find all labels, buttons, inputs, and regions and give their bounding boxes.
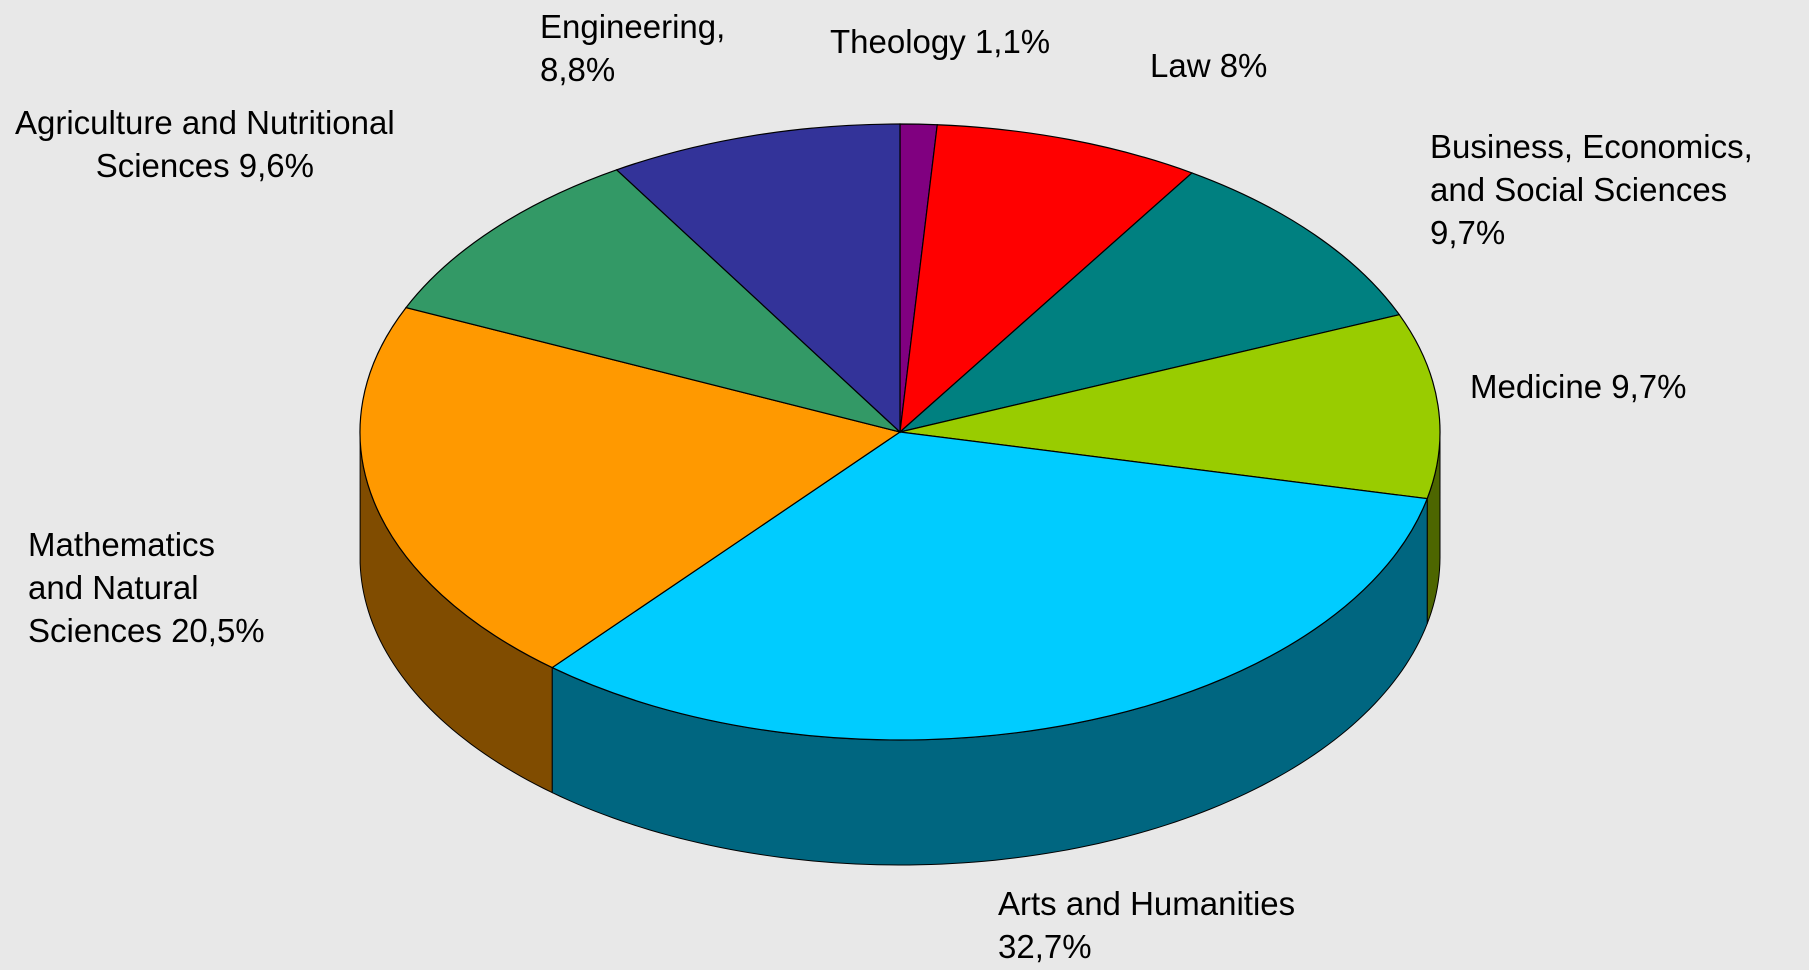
pie-slice-business-economics-and-social-sciences [899, 172, 1401, 433]
slice-label-line: Sciences 9,6% [95, 147, 314, 184]
pie-slice-engineering [615, 123, 901, 434]
slice-label-mathematics-and-natural-sciences: Mathematics and Natural Sciences 20,5% [28, 523, 265, 652]
slice-label-law: Law 8% [1150, 44, 1267, 87]
pie-slice-mathematics-and-natural-sciences [359, 306, 902, 669]
slice-label-line: 32,7% [998, 928, 1092, 965]
pie-slice-medicine [899, 314, 1441, 500]
slice-label-line: Mathematics [28, 526, 216, 563]
slice-label-line: and Social Sciences [1430, 171, 1728, 208]
slice-label-line: Medicine 9,7% [1470, 368, 1687, 405]
slice-label-arts-and-humanities: Arts and Humanities 32,7% [998, 882, 1295, 968]
pie-slice-arts-and-humanities [550, 431, 1429, 741]
slice-label-line: Sciences 20,5% [28, 612, 265, 649]
slice-label-line: Arts and Humanities [998, 885, 1296, 922]
slice-label-theology: Theology 1,1% [830, 20, 1050, 63]
slice-label-line: Agriculture and Nutritional [15, 104, 395, 141]
slice-label-line: 8,8% [540, 51, 616, 88]
slice-label-line: Business, Economics, [1430, 128, 1753, 165]
slice-label-engineering: Engineering, 8,8% [540, 5, 725, 91]
slice-label-line: Theology 1,1% [830, 23, 1051, 60]
slice-label-line: Engineering, [540, 8, 726, 45]
pie-slice-agriculture-and-nutritional-sciences [404, 169, 901, 433]
slice-label-business-economics-and-social-sciences: Business, Economics, and Social Sciences 9… [1430, 125, 1753, 254]
slice-label-agriculture-and-nutritional-sciences: Agriculture and Nutritional Sciences 9,6% [15, 101, 395, 187]
slice-label-line: 9,7% [1430, 214, 1506, 251]
pie-tops [359, 123, 1441, 741]
slice-label-line: Law 8% [1150, 47, 1268, 84]
slice-label-medicine: Medicine 9,7% [1470, 365, 1686, 408]
slice-label-line: and Natural [28, 569, 199, 606]
pie-slice-law [899, 124, 1194, 434]
